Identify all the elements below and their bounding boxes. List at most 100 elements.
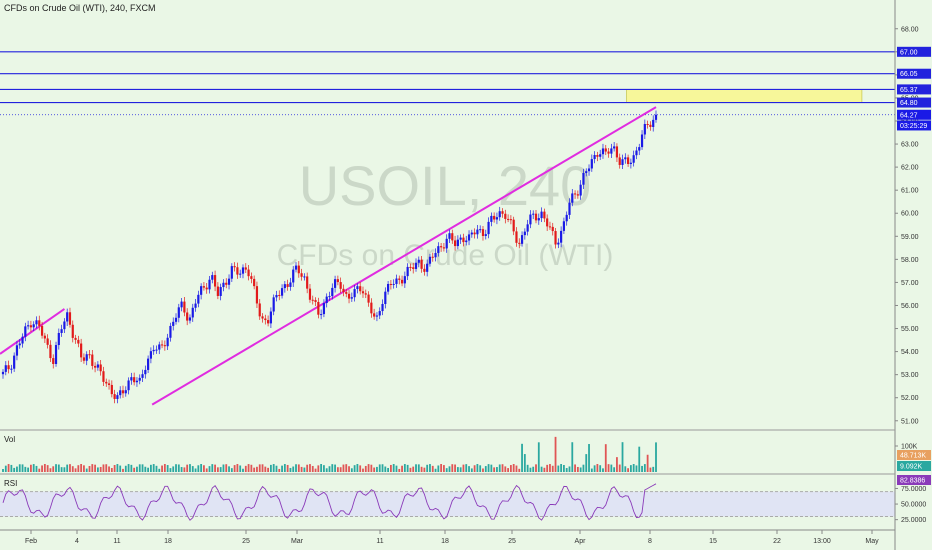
volume-marker-0-bg [897,450,931,460]
candle-body [512,219,515,232]
candle-body [529,214,532,225]
time-tick-label: 25 [508,538,516,545]
candle-body [532,213,535,215]
candle-body [635,150,638,156]
volume-bar [256,466,258,472]
candle-body [520,235,524,244]
candle-body [481,229,485,236]
candle-body [60,329,63,333]
candle-body [621,159,624,165]
candle-body [211,275,214,280]
horizontal-levels[interactable] [0,51,895,116]
volume-bar [233,465,236,472]
time-tick-label: 18 [164,538,172,545]
volume-bar [518,468,521,472]
volume-bar [119,465,122,472]
candle-body [596,154,599,157]
price-tick-label: 54.00 [901,349,919,356]
candle-body [269,311,272,324]
candle-body [646,124,649,126]
candle-body [361,291,365,294]
volume-bar [635,465,638,472]
volume-bar [624,466,627,472]
volume-bar [535,464,537,472]
volume-bar [186,464,189,472]
price-marker-0: 64.27 [900,112,918,119]
volume-bar [244,465,247,472]
volume-bar [599,465,602,472]
resistance-zone [626,89,863,103]
volume-bar [236,464,239,472]
time-tick-label: Apr [575,538,587,545]
candle-body [311,299,314,301]
volume-bar [353,465,356,472]
volume-bar [60,467,63,472]
candle-body [364,293,367,295]
volume-bar [616,457,618,472]
candle-body [398,278,401,280]
volume-bar [448,466,451,472]
volume-bar [431,465,434,472]
candle-body [107,383,111,385]
candle-body [493,215,496,220]
volume-bar [426,464,429,472]
volume-bar [454,464,456,472]
candle-body [144,369,147,375]
volume-bar [163,464,166,472]
candle-body [250,276,253,279]
volume-bar [77,465,80,472]
volume-bar [7,464,10,472]
candle-body [456,239,459,247]
volume-bar [484,466,487,472]
candle-body [314,300,317,302]
candle-body [38,320,41,326]
candle-body [518,242,521,244]
candle-body [423,268,426,272]
price-marker-1: 03:25:29 [900,123,927,130]
candle-body [82,357,86,361]
price-tick-label: 55.00 [901,326,919,333]
volume-bar [105,464,108,472]
candle-body [453,240,457,247]
volume-bar [429,464,431,472]
volume-bar [309,464,311,472]
candle-body [470,232,473,235]
volume-bar [32,464,35,472]
volume-bar [417,464,420,472]
candle-body [297,265,300,274]
candle-body [233,266,236,268]
candle-body [565,214,568,222]
volume-bar [46,465,49,472]
volume-bar [295,464,297,472]
candle-body [197,294,200,304]
volume-bar [74,468,77,472]
time-tick-label: 11 [376,538,383,545]
volume-bar [208,466,211,472]
volume-bar [585,454,588,472]
volume-bar [451,464,454,472]
volume-bar [571,442,574,472]
volume-bar [621,442,624,472]
volume-bar [144,466,147,472]
candle-body [626,157,630,164]
candle-body [440,246,443,248]
volume-bar [10,464,13,472]
candle-body [54,345,58,364]
trendlines[interactable] [0,106,657,406]
candle-body [473,232,476,235]
candle-body [367,294,370,303]
candle-body [138,377,141,381]
price-tick-label: 58.00 [901,257,919,264]
volume-bar [306,464,309,472]
candle-body [63,321,66,330]
candle-body [490,215,493,222]
level-tag-65.37-bg [897,84,931,95]
volume-bar [336,467,339,472]
candle-body [119,390,122,396]
candle-body [286,284,289,287]
volume-bar [476,464,479,472]
volume-bar [320,464,323,472]
candle-body [180,301,183,308]
candle-body [652,119,655,127]
